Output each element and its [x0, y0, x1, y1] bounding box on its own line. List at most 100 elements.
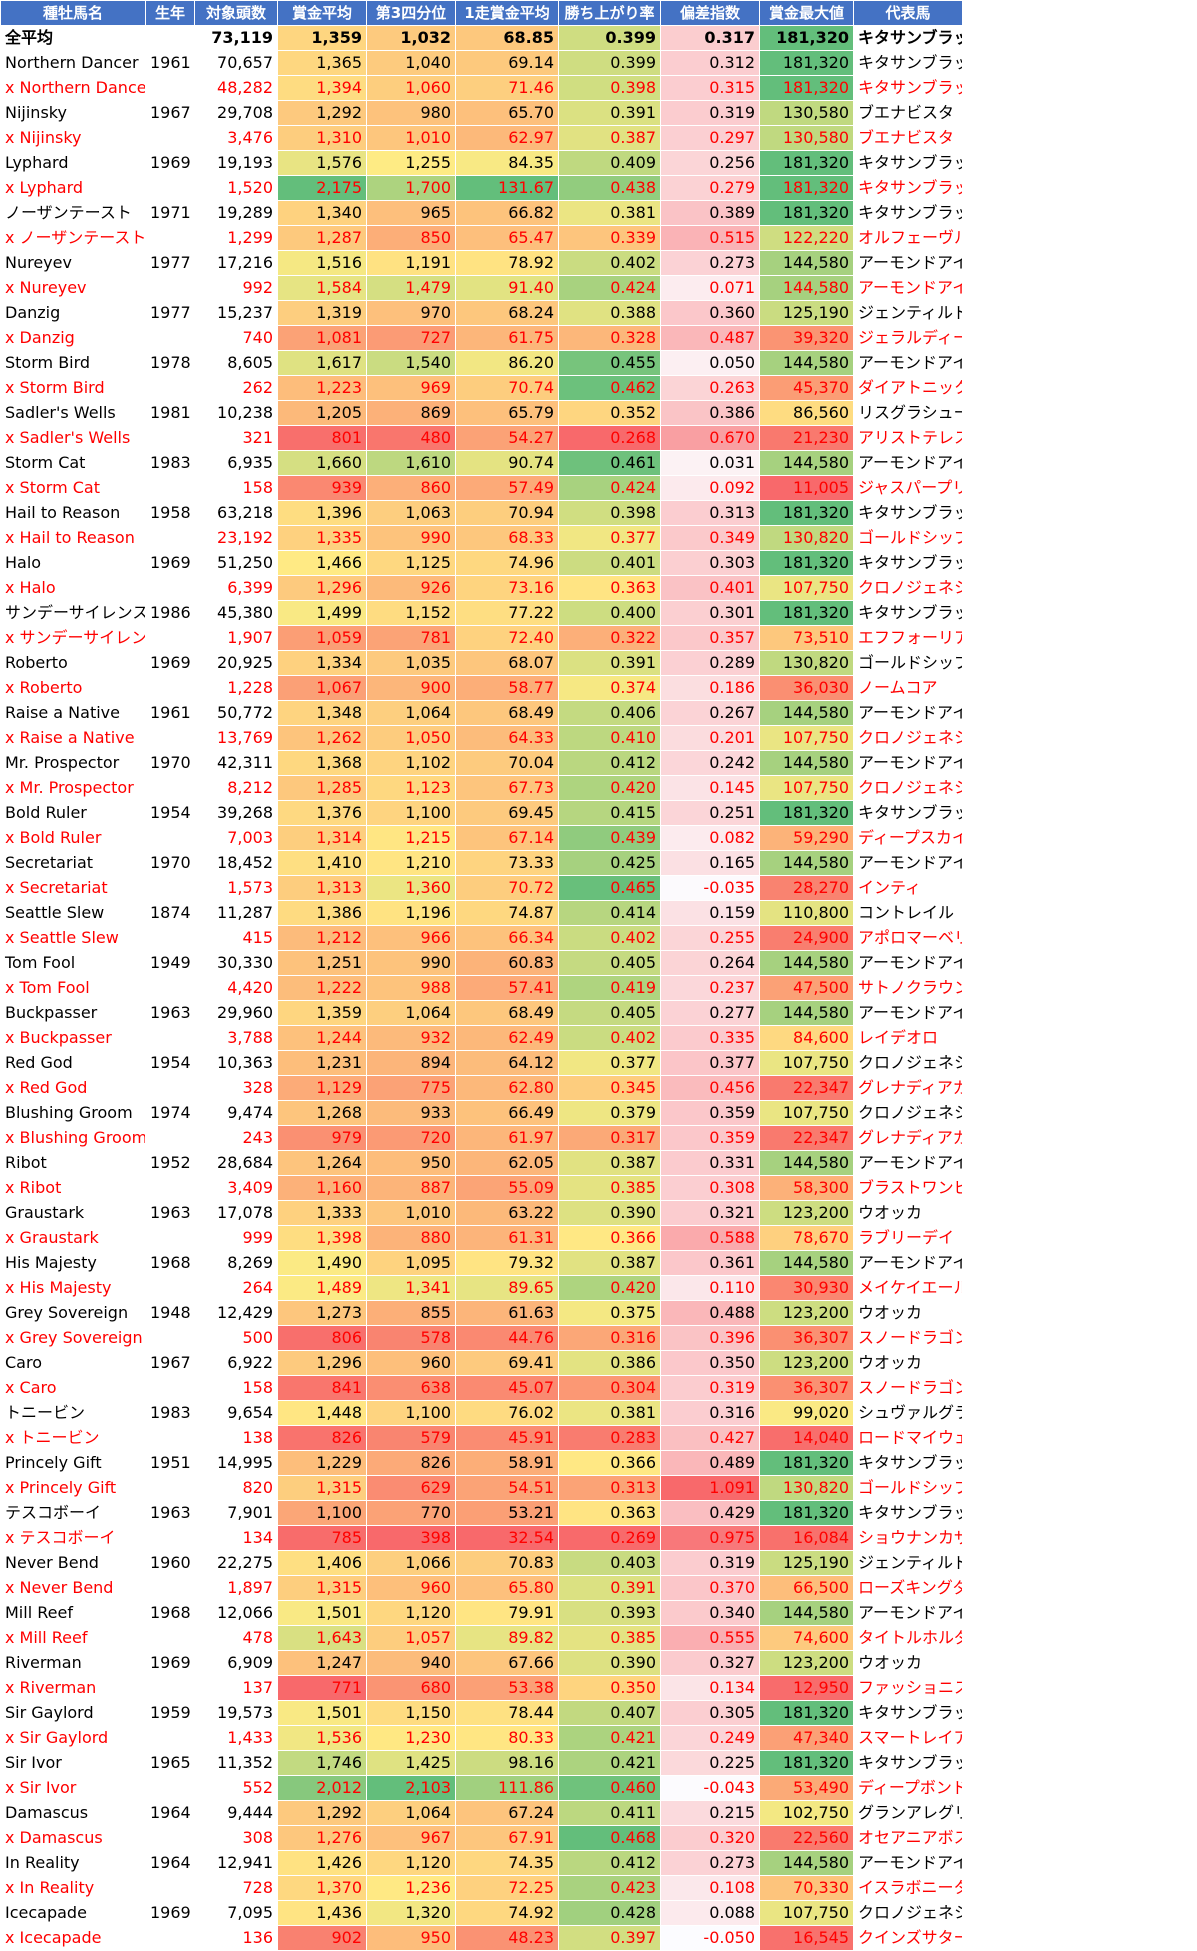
col-header-sire-name[interactable]: 種牡馬名 [0, 0, 146, 26]
table-row[interactable]: x Seattle Slew 415 1,212 966 66.34 0.402 0.255… [0, 925, 963, 951]
table-row[interactable]: Northern Dancer 1961 70,657 1,365 1,040 69.14… [0, 50, 963, 76]
table-row[interactable]: Nijinsky 1967 29,708 1,292 980 65.70 0.391 0.31… [0, 100, 963, 126]
table-row[interactable]: Bold Ruler 1954 39,268 1,376 1,100 69.45 0.415… [0, 800, 963, 826]
table-row[interactable]: Blushing Groom 1974 9,474 1,268 933 66.49 0.37… [0, 1100, 963, 1126]
table-row[interactable]: Seattle Slew 1874 11,287 1,386 1,196 74.87 0.4… [0, 900, 963, 926]
prize-max-cell: 181,320 [759, 1700, 854, 1726]
table-row[interactable]: Princely Gift 1951 14,995 1,229 826 58.91 0.36… [0, 1450, 963, 1476]
table-row[interactable]: Nureyev 1977 17,216 1,516 1,191 78.92 0.402 0.2… [0, 250, 963, 276]
table-row[interactable]: x サンデーサイレンス 1,9071,05978172.400.3220.3577… [0, 625, 963, 651]
table-row[interactable]: His Majesty 1968 8,269 1,490 1,095 79.32 0.387… [0, 1250, 963, 1276]
table-row[interactable]: Ribot 1952 28,684 1,264 950 62.05 0.387 0.331 14… [0, 1150, 963, 1176]
count-cell: 63,218 [194, 500, 278, 526]
table-row[interactable]: Buckpasser 1963 29,960 1,359 1,064 68.49 0.405… [0, 1000, 963, 1026]
table-row[interactable]: x Princely Gift 820 1,315 629 54.51 0.313 1.09… [0, 1475, 963, 1501]
table-row[interactable]: Graustark 1963 17,078 1,333 1,010 63.22 0.390 0… [0, 1200, 963, 1226]
table-row[interactable]: x In Reality 728 1,370 1,236 72.25 0.423 0.108… [0, 1875, 963, 1901]
win-rate-cell: 0.402 [558, 925, 661, 951]
table-row[interactable]: x Hail to Reason 23,192 1,335 990 68.33 0.377… [0, 525, 963, 551]
table-row[interactable]: x Mr. Prospector 8,212 1,285 1,123 67.73 0.42… [0, 775, 963, 801]
table-row[interactable]: In Reality 1964 12,941 1,426 1,120 74.35 0.412… [0, 1850, 963, 1876]
table-row[interactable]: x トニービン 138 826 579 45.91 0.283 0.427 14,040 ロード… [0, 1425, 963, 1451]
table-row[interactable]: Sir Gaylord 1959 19,573 1,501 1,150 78.44 0.40… [0, 1700, 963, 1726]
count-cell: 10,238 [194, 400, 278, 426]
table-row[interactable]: x His Majesty 264 1,489 1,341 89.65 0.420 0.11… [0, 1275, 963, 1301]
table-row[interactable]: x Halo 6,399 1,296 926 73.16 0.363 0.401 107,75… [0, 575, 963, 601]
table-row[interactable]: サンデーサイレンス 1986 45,380 1,499 1,152 77.22 0.400 0… [0, 600, 963, 626]
table-row[interactable]: Secretariat 1970 18,452 1,410 1,210 73.33 0.42… [0, 850, 963, 876]
table-row[interactable]: Storm Bird 1978 8,605 1,617 1,540 86.20 0.455 0… [0, 350, 963, 376]
table-row[interactable]: Halo 1969 51,250 1,466 1,125 74.96 0.401 0.303 1… [0, 550, 963, 576]
table-row[interactable]: x Roberto 1,228 1,067 900 58.77 0.374 0.186 36,… [0, 675, 963, 701]
table-row[interactable]: x Secretariat 1,573 1,313 1,360 70.72 0.465 -0… [0, 875, 963, 901]
table-row[interactable]: x Grey Sovereign 500 806 578 44.76 0.316 0.396… [0, 1325, 963, 1351]
table-row[interactable]: x Nijinsky 3,476 1,310 1,010 62.97 0.387 0.297… [0, 125, 963, 151]
table-row[interactable]: x Nureyev 992 1,584 1,479 91.40 0.424 0.071 144… [0, 275, 963, 301]
table-row[interactable]: Grey Sovereign 1948 12,429 1,273 855 61.63 0.3… [0, 1300, 963, 1326]
table-row[interactable]: x Storm Cat 158 939 860 57.49 0.424 0.092 11,00… [0, 475, 963, 501]
table-row[interactable]: テスコボーイ 1963 7,901 1,100 770 53.21 0.363 0.429 18… [0, 1500, 963, 1526]
table-row[interactable]: x Lyphard 1,520 2,175 1,700 131.67 0.438 0.279… [0, 175, 963, 201]
deviation-index-cell: 0.350 [660, 1350, 760, 1376]
col-header-deviation-index[interactable]: 偏差指数 [660, 0, 760, 26]
table-row[interactable]: x Caro 158 841 638 45.07 0.304 0.319 36,307 スノード… [0, 1375, 963, 1401]
table-row[interactable]: x Raise a Native 13,769 1,262 1,050 64.33 0.4… [0, 725, 963, 751]
table-row[interactable]: x Ribot 3,409 1,160 887 55.09 0.385 0.308 58,30… [0, 1175, 963, 1201]
table-row[interactable]: x Danzig 740 1,081 727 61.75 0.328 0.487 39,320… [0, 325, 963, 351]
table-row[interactable]: Red God 1954 10,363 1,231 894 64.12 0.377 0.377… [0, 1050, 963, 1076]
table-row[interactable]: x Northern Dancer 48,282 1,394 1,060 71.46 0.… [0, 75, 963, 101]
col-header-per-run-prize[interactable]: 1走賞金平均 [455, 0, 559, 26]
table-row[interactable]: x Tom Fool 4,420 1,222 988 57.41 0.419 0.237 47… [0, 975, 963, 1001]
average-row[interactable]: 全平均 73,119 1,359 1,032 68.85 0.399 0.317 181,32… [0, 25, 963, 51]
col-header-representative-horse[interactable]: 代表馬 [853, 0, 963, 26]
col-header-third-quartile[interactable]: 第3四分位 [366, 0, 456, 26]
table-row[interactable]: x Never Bend 1,897 1,315 960 65.80 0.391 0.370… [0, 1575, 963, 1601]
table-row[interactable]: x Damascus 308 1,276 967 67.91 0.468 0.320 22,5… [0, 1825, 963, 1851]
col-header-prize-max[interactable]: 賞金最大値 [759, 0, 854, 26]
table-row[interactable]: Sir Ivor 1965 11,352 1,746 1,425 98.16 0.421 0.… [0, 1750, 963, 1776]
table-row[interactable]: x Storm Bird 262 1,223 969 70.74 0.462 0.263 45… [0, 375, 963, 401]
third-quartile-cell: 1,032 [366, 25, 456, 51]
col-header-count[interactable]: 対象頭数 [194, 0, 278, 26]
table-row[interactable]: x Mill Reef 478 1,643 1,057 89.82 0.385 0.555 7… [0, 1625, 963, 1651]
table-row[interactable]: x Blushing Groom 243 979 720 61.97 0.317 0.359… [0, 1125, 963, 1151]
table-row[interactable]: Riverman 1969 6,909 1,247 940 67.66 0.390 0.327… [0, 1650, 963, 1676]
table-row[interactable]: Sadler's Wells 1981 10,238 1,205 869 65.79 0.3… [0, 400, 963, 426]
table-row[interactable]: x Sadler's Wells 321 801 480 54.27 0.268 0.670… [0, 425, 963, 451]
table-row[interactable]: Tom Fool 1949 30,330 1,251 990 60.83 0.405 0.26… [0, 950, 963, 976]
sire-name-cell: x Riverman [0, 1675, 146, 1701]
win-rate-cell: 0.393 [558, 1600, 661, 1626]
col-header-prize-average[interactable]: 賞金平均 [277, 0, 367, 26]
table-row[interactable]: Lyphard 1969 19,193 1,576 1,255 84.35 0.409 0.2… [0, 150, 963, 176]
table-row[interactable]: x Bold Ruler 7,003 1,314 1,215 67.14 0.439 0.0… [0, 825, 963, 851]
table-row[interactable]: x Riverman 137 771 680 53.38 0.350 0.134 12,950… [0, 1675, 963, 1701]
table-row[interactable]: Roberto 1969 20,925 1,334 1,035 68.07 0.391 0.2… [0, 650, 963, 676]
table-row[interactable]: x ノーザンテースト 1,299 1,287 850 65.47 0.339 0.515 12… [0, 225, 963, 251]
table-row[interactable]: x Icecapade 136 902 950 48.23 0.397 -0.050 16,5… [0, 1925, 963, 1951]
table-row[interactable]: ノーザンテースト 1971 19,289 1,340 965 66.82 0.381 0.38… [0, 200, 963, 226]
table-row[interactable]: Raise a Native 1961 50,772 1,348 1,064 68.49 0… [0, 700, 963, 726]
sire-name-cell: Seattle Slew [0, 900, 146, 926]
representative-horse-cell: キタサンブラック [853, 1750, 963, 1776]
table-row[interactable]: x Sir Gaylord 1,433 1,536 1,230 80.33 0.421 0.… [0, 1725, 963, 1751]
table-row[interactable]: x Buckpasser 3,788 1,244 932 62.49 0.402 0.335… [0, 1025, 963, 1051]
table-row[interactable]: Mill Reef 1968 12,066 1,501 1,120 79.91 0.393 0… [0, 1600, 963, 1626]
table-row[interactable]: トニービン 1983 9,654 1,448 1,100 76.02 0.381 0.316 9… [0, 1400, 963, 1426]
table-row[interactable]: Danzig 1977 15,237 1,319 970 68.24 0.388 0.360 1… [0, 300, 963, 326]
col-header-win-rate[interactable]: 勝ち上がり率 [558, 0, 661, 26]
table-row[interactable]: x Sir Ivor 552 2,012 2,103 111.86 0.460 -0.043… [0, 1775, 963, 1801]
table-row[interactable]: Icecapade 1969 7,095 1,436 1,320 74.92 0.428 0.… [0, 1900, 963, 1926]
table-row[interactable]: Hail to Reason 1958 63,218 1,396 1,063 70.94 0… [0, 500, 963, 526]
table-row[interactable]: Damascus 1964 9,444 1,292 1,064 67.24 0.411 0.2… [0, 1800, 963, 1826]
table-row[interactable]: Mr. Prospector 1970 42,311 1,368 1,102 70.04 0… [0, 750, 963, 776]
birth-year-cell: 1954 [145, 1050, 195, 1076]
table-row[interactable]: Caro 1967 6,922 1,296 960 69.41 0.386 0.350 123,… [0, 1350, 963, 1376]
col-header-birth-year[interactable]: 生年 [145, 0, 195, 26]
birth-year-cell: 1970 [145, 850, 195, 876]
table-row[interactable]: x テスコボーイ 134 785 398 32.54 0.269 0.975 16,084 ショ… [0, 1525, 963, 1551]
deviation-index-cell: 0.303 [660, 550, 760, 576]
table-row[interactable]: x Graustark 999 1,398 880 61.31 0.366 0.588 78,… [0, 1225, 963, 1251]
table-row[interactable]: Storm Cat 1983 6,935 1,660 1,610 90.74 0.461 0.… [0, 450, 963, 476]
table-row[interactable]: x Red God 328 1,129 775 62.80 0.345 0.456 22,34… [0, 1075, 963, 1101]
table-row[interactable]: Never Bend 1960 22,275 1,406 1,066 70.83 0.403… [0, 1550, 963, 1576]
